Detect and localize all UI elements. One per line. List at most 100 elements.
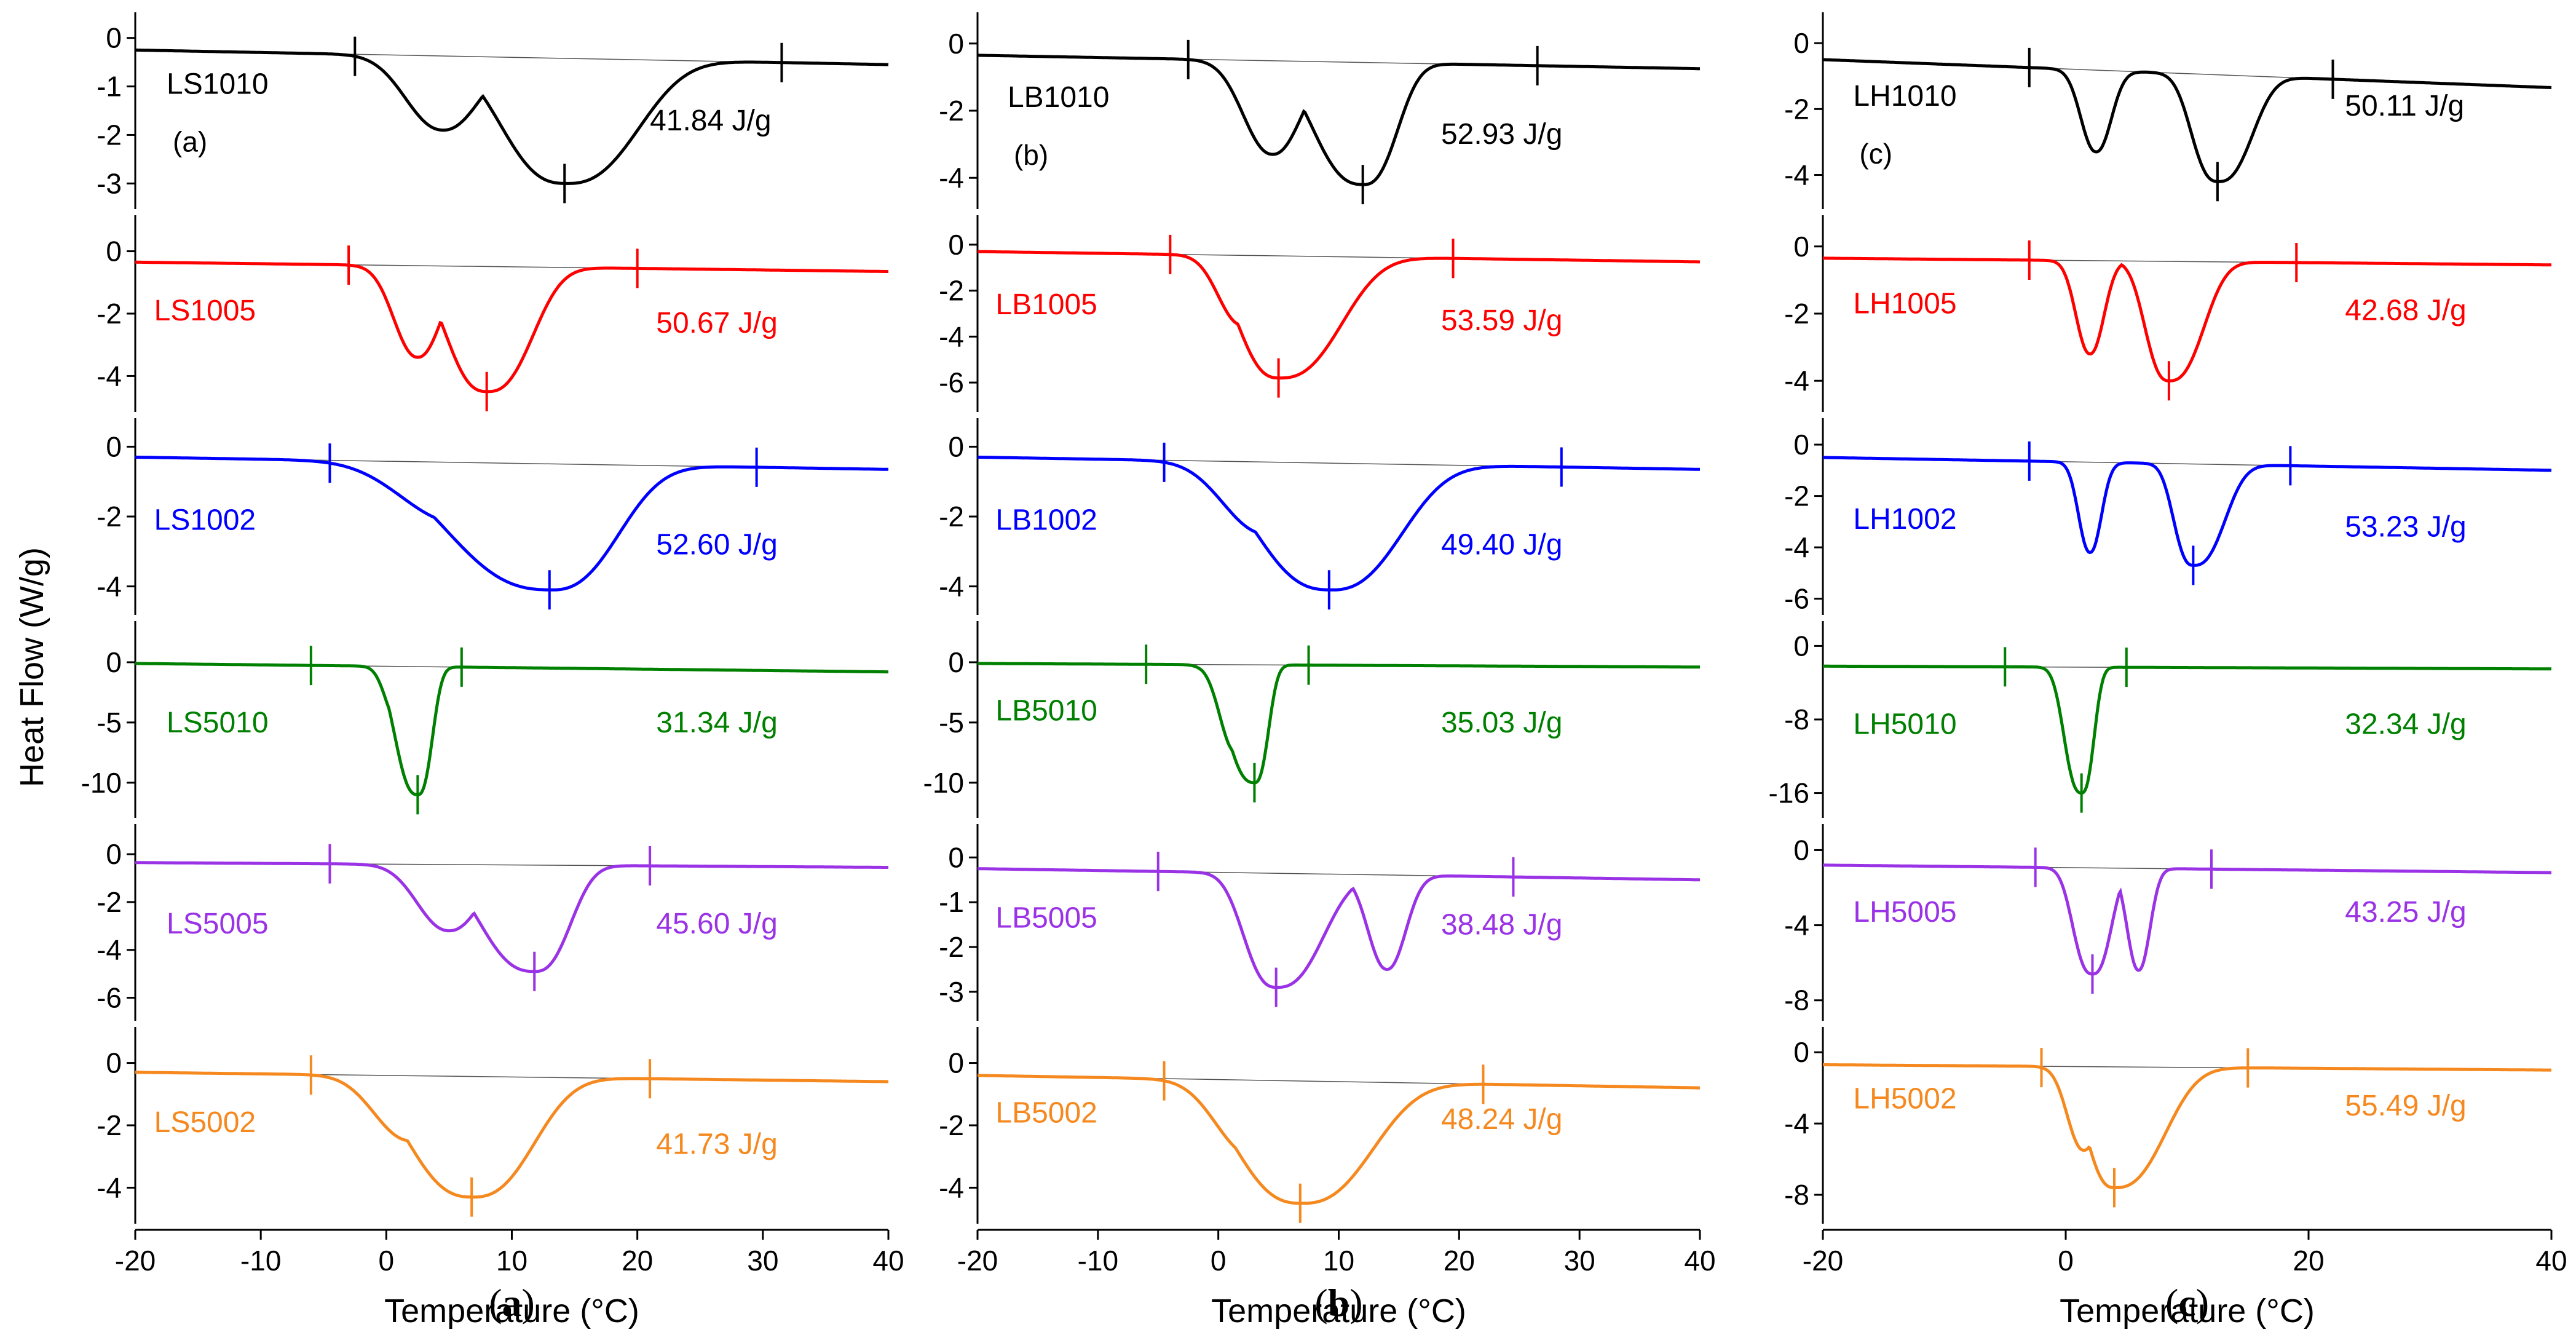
x-axis-title: Temperature (°C) [1211, 1293, 1466, 1329]
y-tick-label: -4 [939, 320, 964, 352]
panel-ls1010: 0 -1 -2 -3 LS1010 41.84 J/g (a) [97, 12, 889, 209]
figure-caption-a: (a) [489, 1281, 535, 1325]
y-tick-label: 0 [948, 229, 964, 261]
heat-flow-curve [978, 867, 1700, 989]
y-tick-label: -5 [97, 707, 122, 739]
sample-label: LS1005 [154, 295, 256, 327]
x-tick-label: 30 [1564, 1245, 1595, 1277]
y-tick-label: -4 [939, 162, 964, 194]
y-tick-label: 0 [1793, 630, 1809, 662]
heat-flow-curve [135, 455, 888, 592]
y-tick-label: -4 [939, 1171, 964, 1203]
sample-label: LS5010 [167, 707, 269, 739]
y-tick-label: -16 [1769, 777, 1809, 809]
y-tick-label: -4 [97, 1171, 122, 1203]
y-tick-label: -3 [97, 167, 122, 199]
panel-lh5010: 0 -8 -16 LH5010 32.34 J/g [1769, 621, 2552, 818]
y-tick-label: -4 [97, 934, 122, 966]
y-tick-label: -1 [97, 71, 122, 103]
y-tick-label: -6 [939, 366, 964, 398]
sample-label: LS5005 [167, 908, 269, 940]
y-tick-label: -4 [939, 571, 964, 603]
panel-sub-label: (a) [173, 126, 207, 158]
x-tick-label: 40 [872, 1245, 904, 1277]
panel-ls5010: 0 -5 -10 LS5010 31.34 J/g [81, 621, 889, 818]
panel-sub-label: (b) [1014, 139, 1048, 171]
x-tick-label: -20 [1803, 1245, 1843, 1277]
y-tick-label: -4 [1784, 909, 1809, 941]
heat-flow-curve [135, 1071, 888, 1199]
column-b: 0 -2 -4 LB1010 52.93 J/g (b) 0 -2 -4 -6 LB1005 53.5… [923, 12, 1716, 1329]
y-tick-label: -8 [1784, 703, 1809, 735]
x-tick-label: 30 [747, 1245, 778, 1277]
y-tick-label: -4 [1784, 531, 1809, 563]
heat-flow-curve [978, 662, 1700, 785]
y-tick-label: 0 [106, 22, 122, 54]
panel-lb1010: 0 -2 -4 LB1010 52.93 J/g (b) [939, 12, 1701, 209]
y-tick-label: -6 [1784, 583, 1809, 615]
x-tick-label: -20 [115, 1245, 156, 1277]
y-tick-label: -2 [97, 1109, 122, 1141]
y-tick-label: 0 [106, 838, 122, 870]
panel-lb5002: 0 -2 -4 LB5002 48.24 J/g [939, 1027, 1701, 1224]
panel-lh5005: 0 -4 -8 LH5005 43.25 J/g [1784, 824, 2552, 1021]
x-tick-label: 0 [2058, 1245, 2074, 1277]
enthalpy-label: 35.03 J/g [1441, 707, 1562, 739]
enthalpy-label: 42.68 J/g [2345, 295, 2466, 327]
enthalpy-label: 52.93 J/g [1441, 118, 1562, 151]
y-axis-title: Heat Flow (W/g) [14, 547, 50, 787]
sample-label: LH1005 [1853, 288, 1956, 320]
x-tick-label: 0 [1211, 1245, 1227, 1277]
enthalpy-label: 53.23 J/g [2345, 511, 2466, 544]
y-tick-label: -4 [1784, 365, 1809, 397]
y-tick-label: 0 [1793, 1036, 1809, 1068]
y-tick-label: -2 [97, 501, 122, 533]
heat-flow-curve [135, 662, 888, 796]
enthalpy-label: 55.49 J/g [2345, 1090, 2466, 1122]
figure-caption-b: (b) [1314, 1281, 1362, 1325]
sample-label: LS1010 [167, 68, 269, 101]
enthalpy-label: 38.48 J/g [1441, 909, 1562, 941]
y-tick-label: 0 [106, 430, 122, 462]
enthalpy-label: 52.60 J/g [656, 528, 777, 561]
heat-flow-curve [1823, 863, 2551, 976]
y-tick-label: -2 [939, 275, 964, 307]
y-tick-label: -8 [1784, 1179, 1809, 1211]
sample-label: LS1002 [154, 504, 256, 537]
heat-flow-curve [1822, 456, 2551, 567]
y-tick-label: 0 [1793, 27, 1809, 59]
heat-flow-curve [135, 48, 889, 185]
x-tick-label: -10 [240, 1245, 281, 1277]
sample-label: LB5002 [995, 1097, 1097, 1130]
panel-lb1002: 0 -2 -4 LB1002 49.40 J/g [939, 418, 1701, 615]
y-tick-label: -2 [939, 1109, 964, 1141]
y-tick-label: 0 [948, 430, 964, 462]
panel-lb5010: 0 -5 -10 LB5010 35.03 J/g [923, 621, 1701, 818]
y-tick-label: -1 [939, 886, 964, 918]
heat-flow-curve [978, 1074, 1700, 1205]
y-tick-label: 0 [1793, 231, 1809, 263]
panel-ls5002: 0 -2 -4 LS5002 41.73 J/g [97, 1027, 889, 1224]
x-axis-a: -20 -10 0 10 20 30 40 Temperature (°C) [115, 1229, 904, 1329]
y-tick-label: -4 [97, 571, 122, 603]
y-tick-label: 0 [948, 1047, 964, 1079]
x-tick-label: 10 [496, 1245, 527, 1277]
y-tick-label: -4 [1784, 1107, 1809, 1139]
enthalpy-label: 31.34 J/g [656, 707, 777, 739]
enthalpy-label: 41.84 J/g [650, 105, 771, 137]
y-tick-label: -2 [1784, 298, 1809, 330]
y-tick-label: -2 [97, 298, 122, 330]
heat-flow-curve [977, 455, 1700, 592]
enthalpy-label: 45.60 J/g [656, 908, 777, 940]
y-tick-label: -2 [1784, 480, 1809, 512]
x-axis-title: Temperature (°C) [384, 1293, 639, 1329]
x-tick-label: 20 [2293, 1245, 2324, 1277]
heat-flow-curve [135, 260, 888, 394]
x-tick-label: -20 [957, 1245, 998, 1277]
x-axis-title: Temperature (°C) [2060, 1293, 2315, 1329]
panel-sub-label: (c) [1859, 138, 1892, 170]
enthalpy-label: 50.11 J/g [2345, 90, 2464, 122]
x-axis-c: -20 0 20 40 Temperature (°C) [1803, 1229, 2567, 1329]
y-tick-label: -2 [939, 95, 964, 127]
y-tick-label: 0 [1793, 429, 1809, 461]
